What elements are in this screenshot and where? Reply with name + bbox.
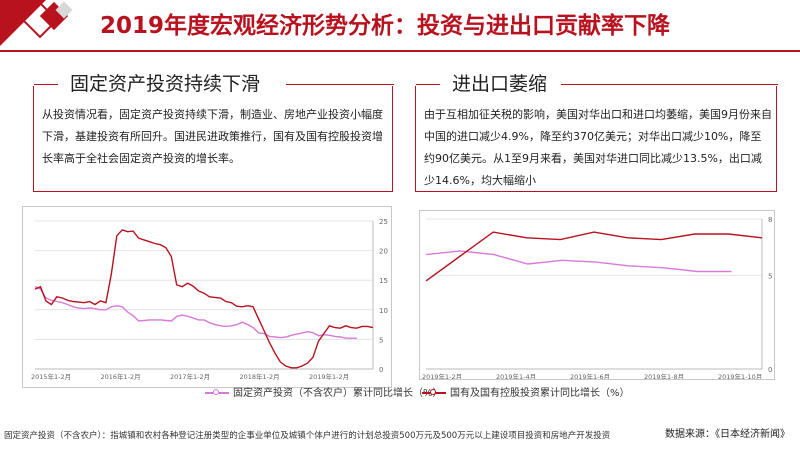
y-tick-label: 10 — [379, 307, 388, 315]
x-tick-label: 2019年1-6月 — [570, 372, 610, 379]
investment-zoom-chart: 0 5 8 2019年1-2月 2019年1-4月 2019年1-6月 2019年1-8月 2… — [419, 210, 775, 381]
page-title: 2019年度宏观经济形势分析：投资与进出口贡献率下降 — [100, 13, 671, 39]
panel-body-text: 从投资情况看，固定资产投资持续下滑，制造业、房地产业投资小幅度下滑，基建投资有所… — [42, 108, 383, 165]
legend-label: 固定资产投资（不含农户）累计同比增长（%） — [233, 388, 443, 399]
panel-heading: 固定资产投资持续下滑 — [62, 72, 269, 96]
legend-item: 固定资产投资（不含农户）累计同比增长（%） — [205, 387, 443, 401]
legend-swatch-red — [422, 389, 446, 395]
panel-rule — [34, 84, 58, 85]
legend-swatch-pink — [205, 389, 229, 395]
y-tick-label: 20 — [379, 248, 388, 256]
investment-chart-svg: 0 5 10 15 20 25 2015年1-2月 2016年1-2月 2017年1-2月 201… — [31, 218, 388, 381]
panel-heading: 进出口萎缩 — [444, 72, 556, 96]
y-tick-label: 0 — [768, 366, 772, 374]
y-tick-label: 25 — [379, 218, 388, 226]
x-tick-label: 2016年1-2月 — [101, 372, 141, 381]
title-divider — [0, 50, 800, 52]
x-tick-label: 2019年1-2月 — [309, 372, 349, 381]
footnote: 固定资产投资（不含农户）：指城镇和农村各种登记注册类型的企事业单位及城镇个体户进… — [4, 431, 611, 441]
series-line-state-owned — [425, 231, 763, 282]
y-tick-label: 5 — [768, 272, 772, 280]
y-tick-label: 5 — [379, 336, 383, 344]
series-line-fixed-asset — [425, 250, 732, 273]
x-tick-label: 2019年1-4月 — [496, 372, 536, 379]
panel-rule — [286, 84, 394, 85]
logo-icon — [0, 0, 73, 46]
panel-rule — [561, 84, 778, 85]
panel-investment: 固定资产投资持续下滑 从投资情况看，固定资产投资持续下滑，制造业、房地产业投资小… — [33, 72, 394, 192]
legend-label: 国有及国有控股投资累计同比增长（%） — [450, 388, 630, 399]
y-tick-label: 0 — [379, 366, 383, 374]
x-tick-label: 2019年1-2月 — [422, 372, 462, 379]
x-tick-label: 2019年1-8月 — [644, 372, 684, 379]
panel-rule — [416, 84, 440, 85]
x-tick-label: 2018年1-2月 — [240, 372, 280, 381]
series-line-fixed-asset — [34, 286, 357, 339]
legend-item: 国有及国有控股投资累计同比增长（%） — [422, 387, 630, 401]
source-credit: 数据来源：《日本经济新闻》 — [665, 429, 790, 440]
panel-body-text: 由于互相加征关税的影响，美国对华出口和进口均萎缩，美国9月份来自中国的进口减少4… — [424, 108, 772, 187]
x-tick-label: 2017年1-2月 — [170, 372, 210, 381]
y-tick-label: 15 — [379, 277, 388, 285]
panel-trade: 进出口萎缩 由于互相加征关税的影响，美国对华出口和进口均萎缩，美国9月份来自中国… — [415, 72, 778, 192]
investment-chart: 0 5 10 15 20 25 2015年1-2月 2016年1-2月 2017年1-2月 201… — [22, 206, 392, 388]
x-tick-label: 2015年1-2月 — [31, 372, 71, 381]
y-tick-label: 8 — [768, 216, 772, 224]
investment-zoom-chart-svg: 0 5 8 2019年1-2月 2019年1-4月 2019年1-6月 2019年1-8月 2… — [422, 216, 772, 381]
x-tick-label: 2019年1-10月 — [718, 372, 762, 379]
